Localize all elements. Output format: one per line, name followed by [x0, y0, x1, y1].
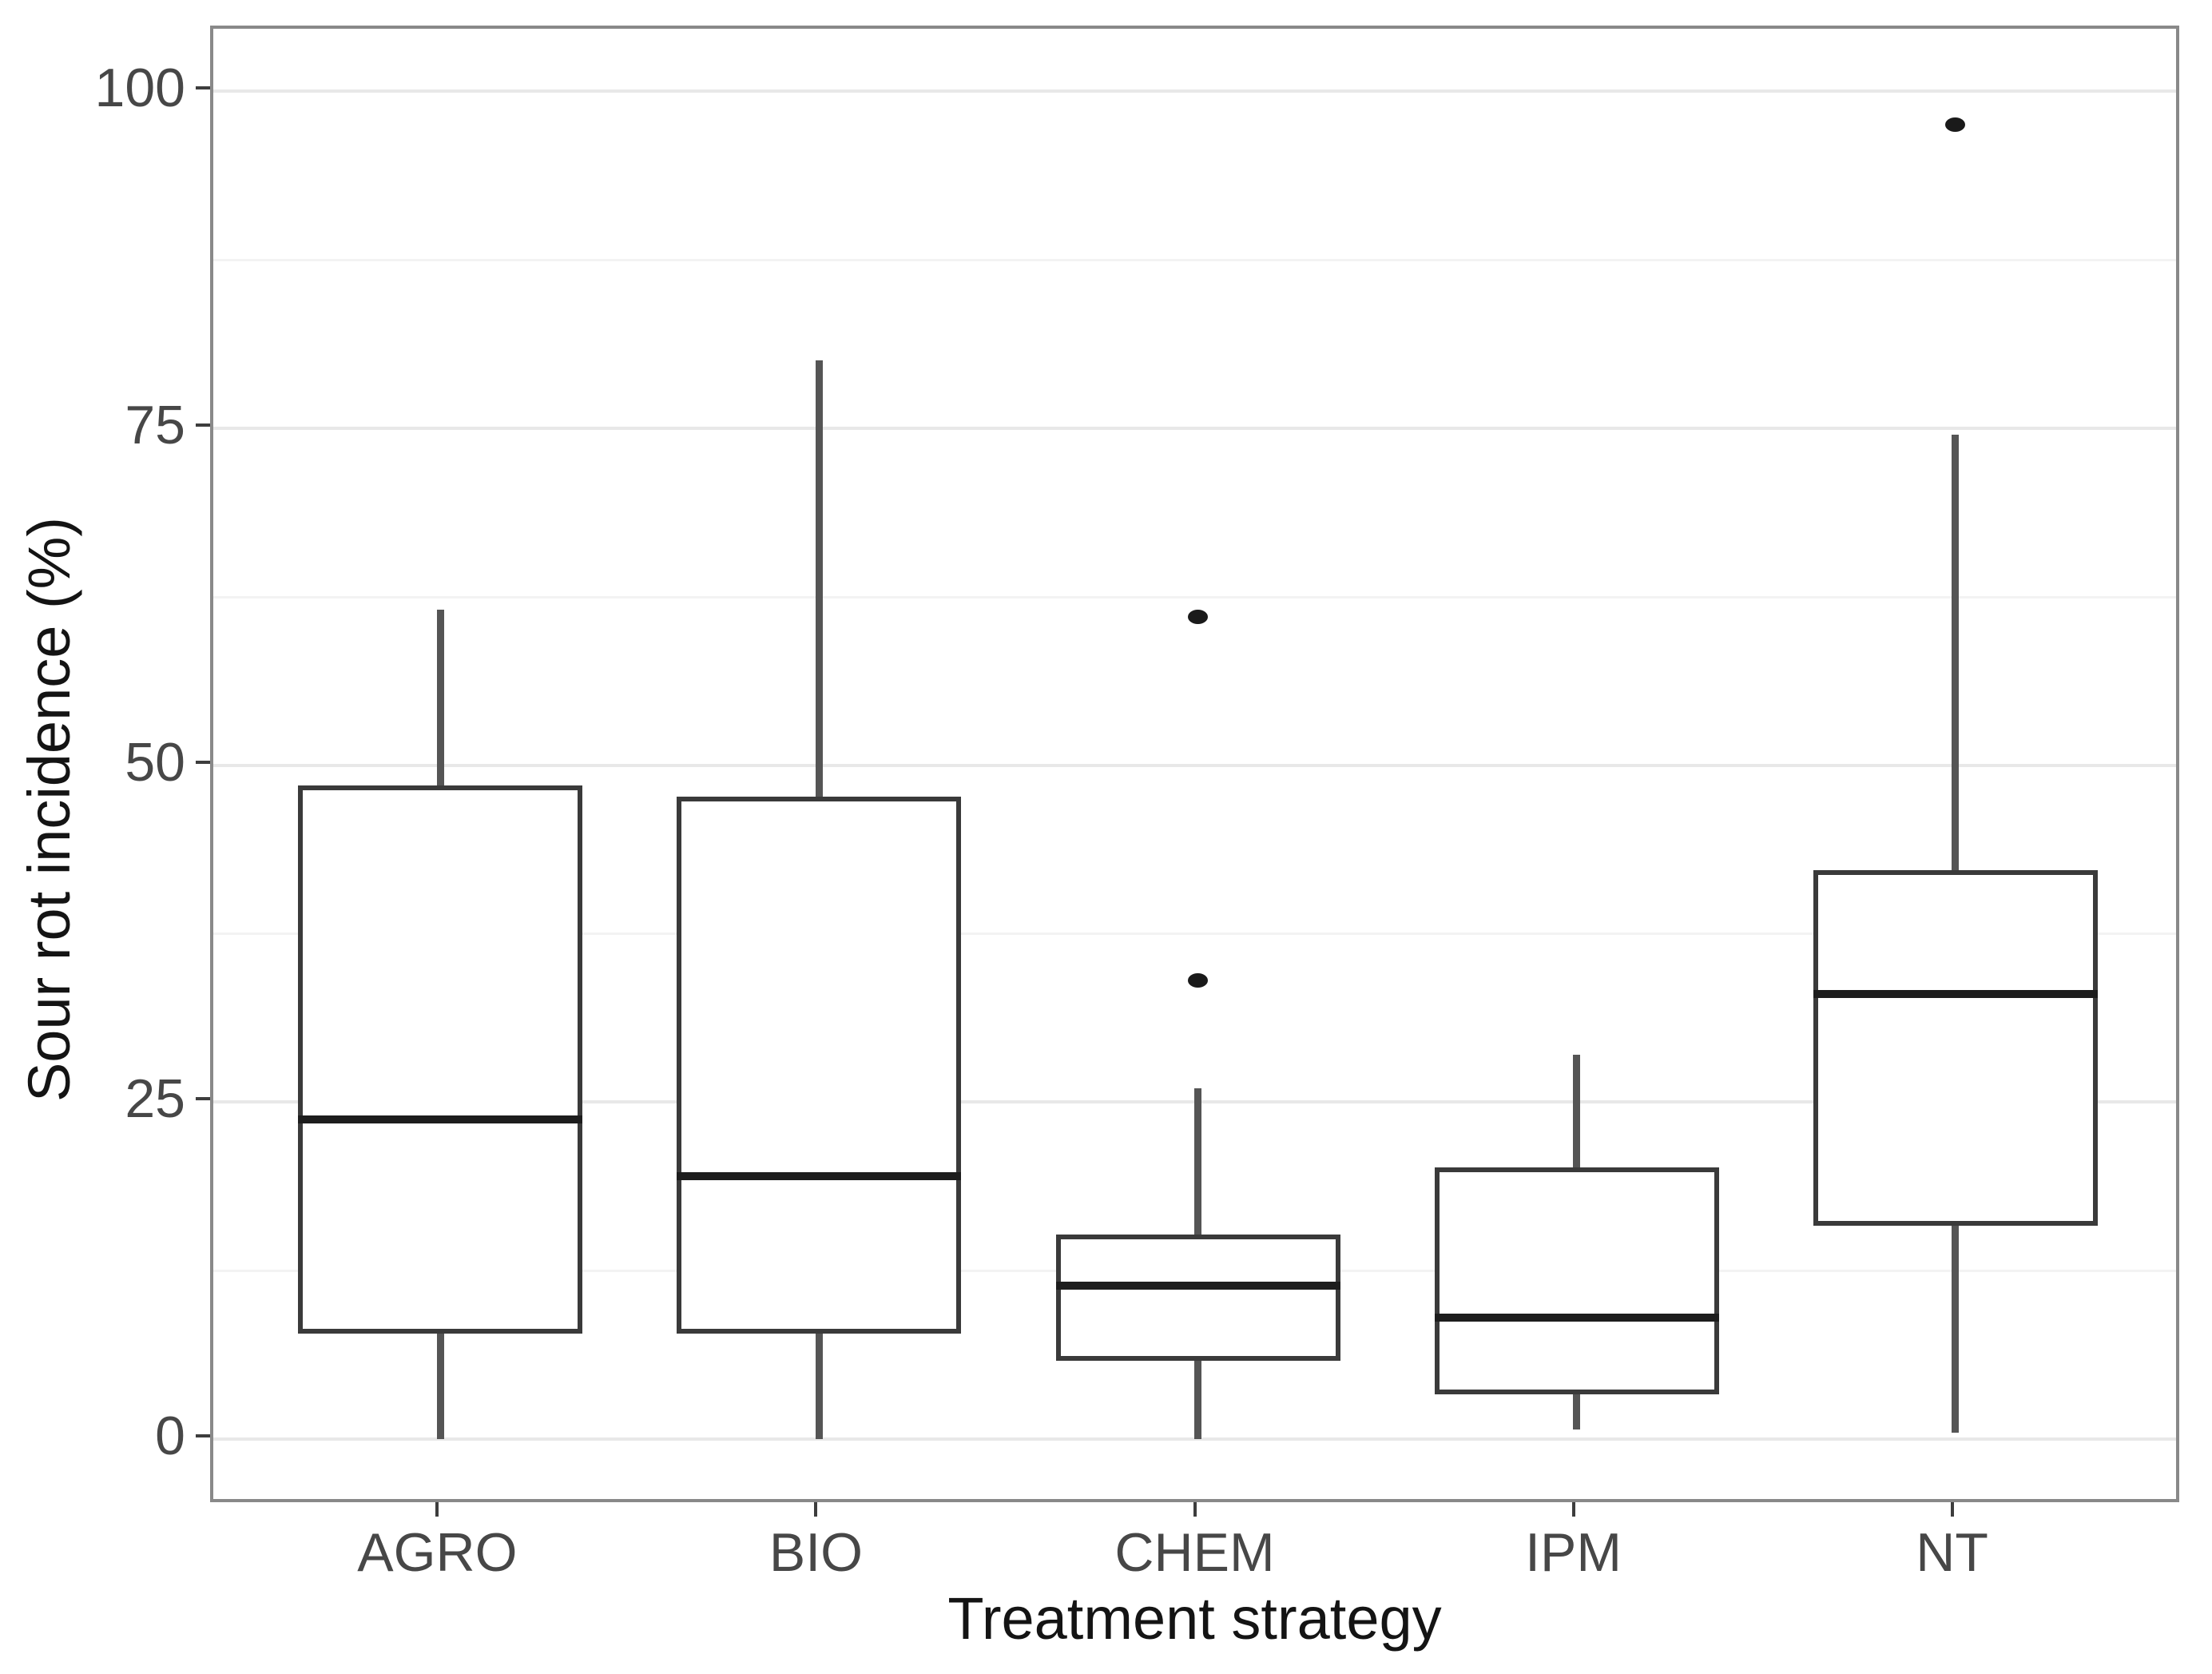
x-axis-tick: [1571, 1502, 1575, 1517]
upper-whisker: [1194, 1088, 1201, 1239]
gridline-major: [213, 426, 2176, 430]
median-line: [1056, 1281, 1340, 1290]
iqr-box: [1813, 870, 2098, 1227]
y-axis-tick: [196, 86, 210, 89]
lower-whisker: [815, 1329, 823, 1439]
lower-whisker: [436, 1329, 444, 1439]
boxplot-chem: [213, 29, 2176, 1499]
x-axis-tick: [1193, 1502, 1197, 1517]
y-tick-label: 50: [125, 731, 185, 793]
gridline-major: [213, 763, 2176, 767]
lower-whisker: [1952, 1221, 1960, 1433]
boxplot-nt: [213, 29, 2176, 1499]
boxplot-agro: [213, 29, 2176, 1499]
iqr-box: [1056, 1234, 1340, 1361]
plot-panel: [210, 26, 2179, 1502]
x-axis-tick: [814, 1502, 818, 1517]
upper-whisker: [815, 360, 823, 801]
x-tick-label-bio: BIO: [768, 1522, 864, 1583]
x-tick-label-nt: NT: [1916, 1522, 1988, 1583]
gridline-minor: [213, 932, 2176, 936]
upper-whisker: [1573, 1055, 1581, 1172]
y-tick-label: 75: [125, 394, 185, 455]
x-axis-tick: [1950, 1502, 1954, 1517]
median-line: [1813, 990, 2098, 999]
iqr-box: [677, 796, 961, 1334]
y-axis-tick: [196, 1097, 210, 1101]
x-tick-label-ipm: IPM: [1525, 1522, 1622, 1583]
gridline-minor: [213, 258, 2176, 261]
boxplot-ipm: [213, 29, 2176, 1499]
lower-whisker: [1573, 1389, 1581, 1430]
y-tick-label: 100: [94, 58, 185, 118]
median-line: [677, 1172, 961, 1181]
iqr-box: [298, 785, 582, 1334]
upper-whisker: [436, 610, 444, 791]
gridline-minor: [213, 595, 2176, 598]
gridline-major: [213, 1437, 2176, 1441]
upper-whisker: [1952, 435, 1960, 876]
gridline-major: [213, 89, 2176, 93]
median-line: [298, 1115, 582, 1124]
median-line: [1435, 1314, 1719, 1322]
boxplot-bio: [213, 29, 2176, 1499]
outlier-point: [1188, 973, 1208, 988]
outlier-point: [1945, 117, 1966, 133]
lower-whisker: [1194, 1355, 1201, 1439]
x-tick-label-agro: AGRO: [357, 1522, 518, 1583]
y-tick-label: 0: [155, 1406, 185, 1466]
y-axis-tick: [196, 760, 210, 764]
x-tick-label-chem: CHEM: [1114, 1522, 1275, 1583]
iqr-box: [1435, 1167, 1719, 1394]
y-tick-label: 25: [125, 1068, 185, 1130]
x-axis-tick: [435, 1502, 439, 1517]
y-axis-tick: [196, 423, 210, 427]
y-axis-tick: [196, 1434, 210, 1437]
x-axis-title: Treatment strategy: [947, 1585, 1442, 1652]
outlier-point: [1188, 609, 1208, 624]
